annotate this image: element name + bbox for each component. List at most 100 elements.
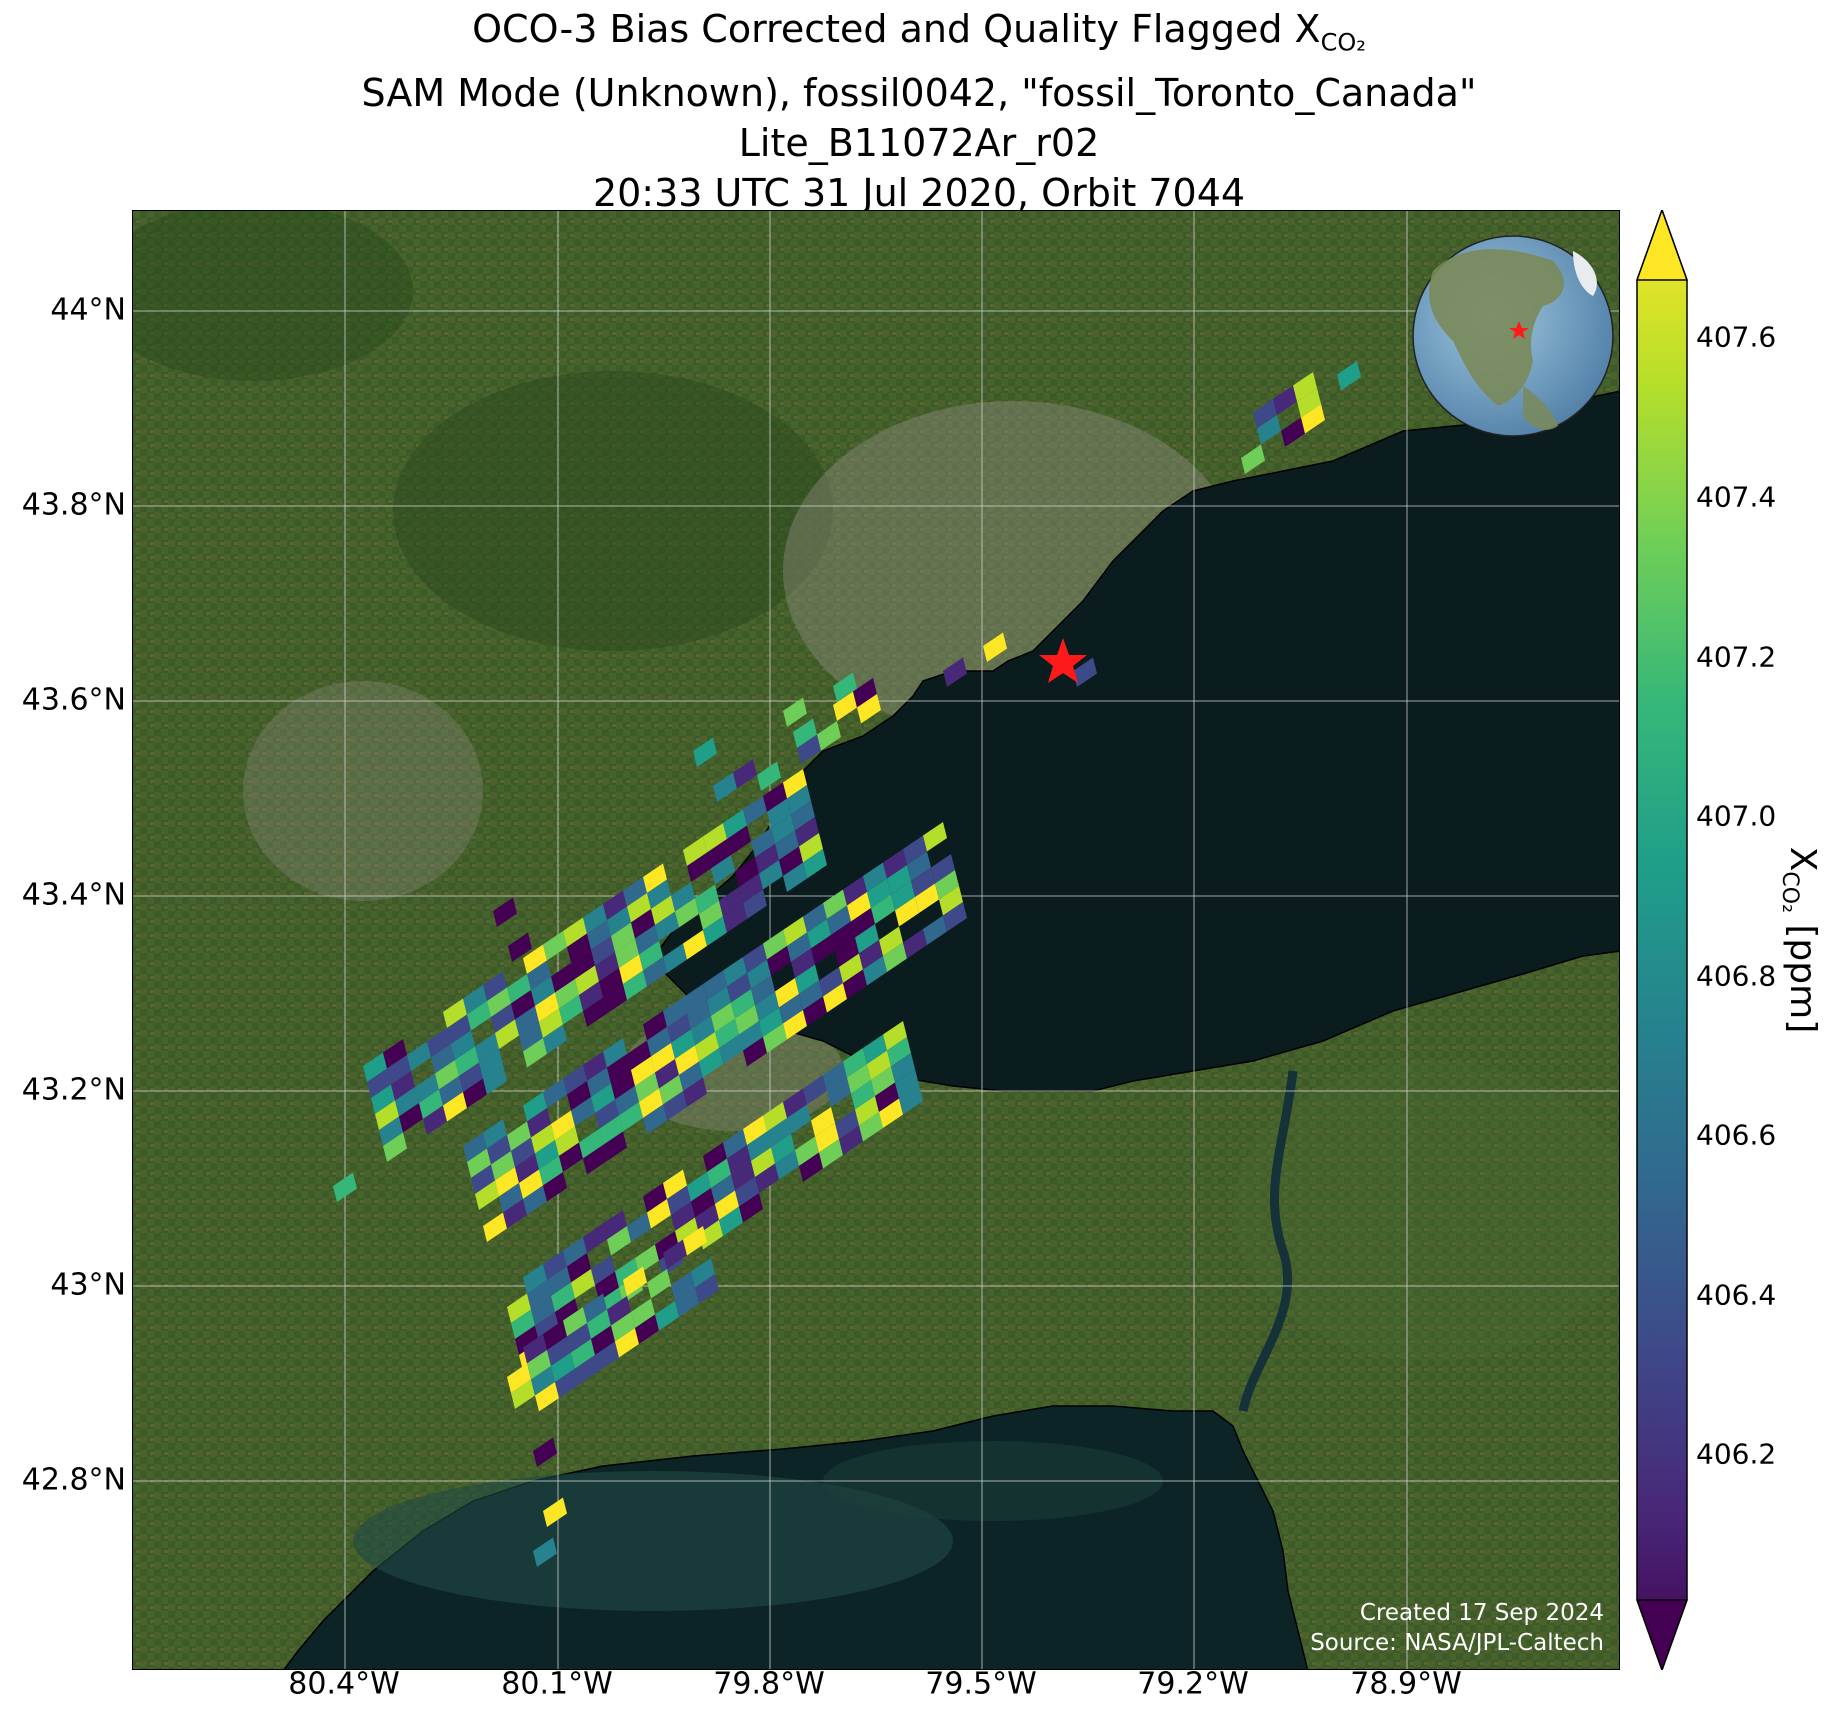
- sounding-footprint: [551, 1282, 575, 1312]
- sounding-footprint: [939, 886, 963, 916]
- sounding-footprint: [587, 920, 611, 950]
- sounding-footprint: [419, 1089, 443, 1119]
- sounding-footprint: [523, 1264, 547, 1294]
- sounding-footprint: [543, 1497, 567, 1527]
- sounding-footprint: [587, 1067, 611, 1097]
- sounding-footprint: [379, 1116, 403, 1146]
- sounding-footprint: [683, 836, 707, 866]
- sounding-footprint: [635, 1314, 659, 1344]
- sounding-footprint: [551, 963, 575, 993]
- forest-patch: [133, 211, 413, 381]
- sounding-footprint: [867, 1050, 891, 1080]
- sounding-footprint: [855, 1096, 879, 1126]
- sounding-footprint: [707, 839, 731, 869]
- sounding-footprint: [547, 1336, 571, 1366]
- sounding-footprint: [663, 1169, 687, 1199]
- sounding-footprint: [583, 1145, 607, 1175]
- sounding-footprint: [891, 881, 915, 911]
- sounding-footprint: [487, 1135, 511, 1165]
- sounding-footprint: [663, 943, 687, 973]
- sounding-footprint: [471, 1164, 495, 1194]
- sounding-footprint: [543, 931, 567, 961]
- sounding-footprint: [723, 957, 747, 987]
- sounding-footprint: [695, 1032, 719, 1062]
- sounding-footprint: [511, 1379, 535, 1409]
- sounding-footprint: [491, 1151, 515, 1181]
- sounding-footprint: [531, 1366, 555, 1396]
- sounding-footprint: [631, 909, 655, 939]
- sounding-footprint: [635, 1244, 659, 1274]
- sounding-footprint: [827, 1077, 851, 1107]
- sounding-footprint: [483, 1119, 507, 1149]
- sounding-footprint: [719, 887, 743, 917]
- sounding-footprint: [647, 1027, 671, 1057]
- sounding-footprint: [523, 944, 547, 974]
- sounding-footprint: [587, 1309, 611, 1339]
- sounding-footprint: [663, 1091, 687, 1121]
- sounding-footprint: [713, 772, 737, 802]
- sounding-footprint: [815, 1123, 839, 1153]
- sounding-footprint: [833, 672, 857, 702]
- sounding-footprint: [739, 1193, 763, 1223]
- sounding-footprint: [623, 1266, 647, 1296]
- sounding-footprint: [691, 1188, 715, 1218]
- sounding-footprint: [783, 916, 807, 946]
- sounding-footprint: [803, 903, 827, 933]
- sounding-footprint: [783, 697, 807, 727]
- sounding-footprint: [783, 1010, 807, 1040]
- sounding-footprint: [787, 1104, 811, 1134]
- sounding-footprint: [619, 954, 643, 984]
- sounding-footprint: [775, 830, 799, 860]
- sounding-footprint: [807, 919, 831, 949]
- sounding-footprint: [715, 1190, 739, 1220]
- sounding-footprint: [591, 1083, 615, 1113]
- lat-tick-label: 42.8°N: [21, 1462, 126, 1498]
- sounding-footprint: [611, 922, 635, 952]
- sounding-footprint: [611, 1312, 635, 1342]
- sounding-footprint: [795, 1136, 819, 1166]
- sounding-footprint: [599, 1115, 623, 1145]
- sounding-footprint: [533, 1537, 557, 1567]
- sounding-footprint: [871, 1066, 895, 1096]
- sounding-footprint: [627, 893, 651, 923]
- sounding-footprint: [903, 835, 927, 865]
- title-line-3: Lite_B11072Ar_r02: [738, 120, 1100, 165]
- lon-tick-label: 78.9°W: [1350, 1666, 1462, 1702]
- sounding-footprint: [715, 1018, 739, 1048]
- sounding-footprint: [543, 1172, 567, 1202]
- colorbar-tick-label: 407.6: [1696, 320, 1777, 354]
- lon-tick-label: 79.2°W: [1137, 1666, 1249, 1702]
- sounding-footprint: [707, 986, 731, 1016]
- map-panel: [132, 210, 1620, 1670]
- sounding-footprint: [1253, 399, 1277, 429]
- sounding-footprint: [833, 691, 857, 721]
- sounding-footprint: [843, 969, 867, 999]
- sounding-footprint: [431, 1044, 455, 1074]
- lat-tick-label: 43°N: [50, 1267, 126, 1303]
- sounding-footprint: [851, 1080, 875, 1110]
- sounding-footprint: [523, 1038, 547, 1068]
- sounding-footprint: [747, 1131, 771, 1161]
- sounding-footprint: [643, 1011, 667, 1041]
- sounding-footprint: [493, 897, 517, 927]
- sounding-footprint: [819, 967, 843, 997]
- sounding-footprint: [827, 905, 851, 935]
- sounding-footprint: [875, 1082, 899, 1112]
- sounding-footprint: [703, 823, 727, 853]
- sounding-footprint: [763, 1023, 787, 1053]
- sounding-footprint: [559, 995, 583, 1025]
- sounding-footprint: [539, 1008, 563, 1038]
- sounding-footprint: [631, 1298, 655, 1328]
- sounding-footprint: [779, 994, 803, 1024]
- sounding-footprint: [607, 1226, 631, 1256]
- sounding-footprint: [583, 1223, 607, 1253]
- sounding-footprint: [495, 1167, 519, 1197]
- sounding-footprint: [903, 929, 927, 959]
- sounding-footprint: [475, 1180, 499, 1210]
- sounding-footprint: [603, 984, 627, 1014]
- sounding-footprint: [515, 1325, 539, 1355]
- sounding-footprint: [535, 1382, 559, 1412]
- sounding-footprint: [527, 1350, 551, 1380]
- sounding-footprint: [755, 844, 779, 874]
- sounding-footprint: [507, 1121, 531, 1151]
